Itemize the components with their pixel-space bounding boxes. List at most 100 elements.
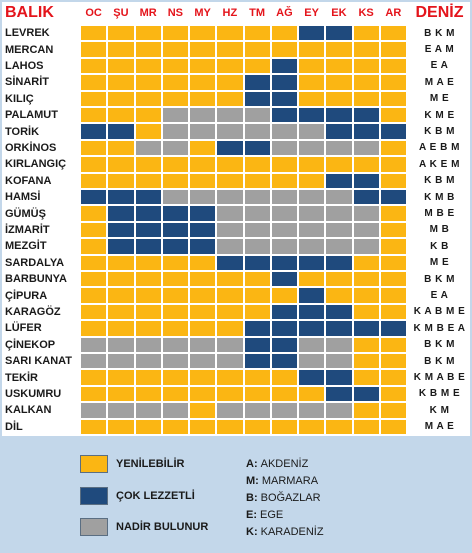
season-cell (81, 58, 107, 74)
fish-name: PALAMUT (2, 108, 79, 123)
legend-swatch (80, 518, 108, 536)
season-cell (81, 337, 107, 352)
season-cell (217, 206, 243, 221)
season-cell (190, 419, 216, 434)
fish-name: ÇİPURA (2, 288, 79, 303)
season-cell (108, 91, 134, 106)
season-cell (380, 75, 406, 90)
season-cell (353, 58, 379, 74)
season-cell (217, 26, 243, 41)
season-cell (135, 222, 161, 238)
season-cell (244, 190, 270, 205)
month-header: NS (162, 2, 188, 24)
season-cell (135, 337, 161, 352)
season-cell (81, 140, 107, 156)
season-cell (217, 403, 243, 418)
season-cell (299, 304, 325, 320)
season-cell (380, 403, 406, 418)
season-cell (271, 370, 297, 385)
season-cell (162, 321, 188, 336)
season-cell (326, 206, 352, 221)
season-cell (190, 190, 216, 205)
season-cell (162, 173, 188, 188)
sea-codes: E A (409, 58, 470, 74)
season-cell (190, 91, 216, 106)
season-cell (135, 386, 161, 402)
season-cell (353, 108, 379, 123)
season-cell (353, 190, 379, 205)
sea-codes: B K M (409, 26, 470, 41)
fish-name: MERCAN (2, 42, 79, 57)
fish-name: GÜMÜŞ (2, 206, 79, 221)
season-cell (190, 157, 216, 172)
season-cell (299, 108, 325, 123)
season-cell (271, 75, 297, 90)
season-cell (353, 386, 379, 402)
sea-code-name: KARADENİZ (260, 526, 324, 538)
sea-codes: E A M (409, 42, 470, 57)
sea-codes: K M (409, 403, 470, 418)
season-cell (326, 239, 352, 254)
season-cell (135, 321, 161, 336)
sea-codes: M B E (409, 206, 470, 221)
season-cell (108, 222, 134, 238)
season-cell (380, 206, 406, 221)
season-cell (271, 288, 297, 303)
season-cell (217, 157, 243, 172)
season-cell (244, 354, 270, 369)
season-cell (108, 42, 134, 57)
fish-name: BARBUNYA (2, 272, 79, 287)
season-cell (135, 354, 161, 369)
season-cell (353, 91, 379, 106)
season-cell (244, 91, 270, 106)
season-cell (326, 58, 352, 74)
season-cell (353, 419, 379, 434)
season-cell (271, 272, 297, 287)
season-cell (190, 354, 216, 369)
season-cell (299, 173, 325, 188)
legend-label: YENİLEBİLİR (116, 458, 185, 470)
sea-codes: E A (409, 288, 470, 303)
season-cell (217, 370, 243, 385)
season-cell (299, 386, 325, 402)
season-cell (217, 354, 243, 369)
sea-codes: K M B E A (409, 321, 470, 336)
season-cell (299, 272, 325, 287)
season-cell (353, 304, 379, 320)
season-cell (135, 419, 161, 434)
season-cell (108, 386, 134, 402)
sea-codes: K M A B E (409, 370, 470, 385)
season-cell (353, 370, 379, 385)
season-cell (135, 124, 161, 139)
season-cell (380, 157, 406, 172)
season-cell (162, 419, 188, 434)
season-cell (244, 337, 270, 352)
season-cell (299, 419, 325, 434)
season-cell (217, 42, 243, 57)
season-cell (299, 75, 325, 90)
season-cell (135, 91, 161, 106)
sea-code-name: EGE (260, 509, 284, 521)
season-cell (353, 42, 379, 57)
season-cell (81, 321, 107, 336)
season-cell (108, 370, 134, 385)
season-cell (162, 42, 188, 57)
month-header: KS (353, 2, 379, 24)
season-cell (162, 386, 188, 402)
season-cell (380, 370, 406, 385)
season-cell (299, 255, 325, 270)
season-cell (81, 75, 107, 90)
season-cell (353, 354, 379, 369)
season-cell (190, 26, 216, 41)
season-cell (162, 26, 188, 41)
month-header: MR (135, 2, 161, 24)
season-cell (81, 108, 107, 123)
season-cell (162, 222, 188, 238)
season-cell (162, 140, 188, 156)
season-cell (81, 173, 107, 188)
season-cell (380, 354, 406, 369)
season-cell (326, 288, 352, 303)
season-cell (162, 91, 188, 106)
legend-item: ÇOK LEZZETLİ (80, 487, 195, 505)
season-cell (162, 337, 188, 352)
